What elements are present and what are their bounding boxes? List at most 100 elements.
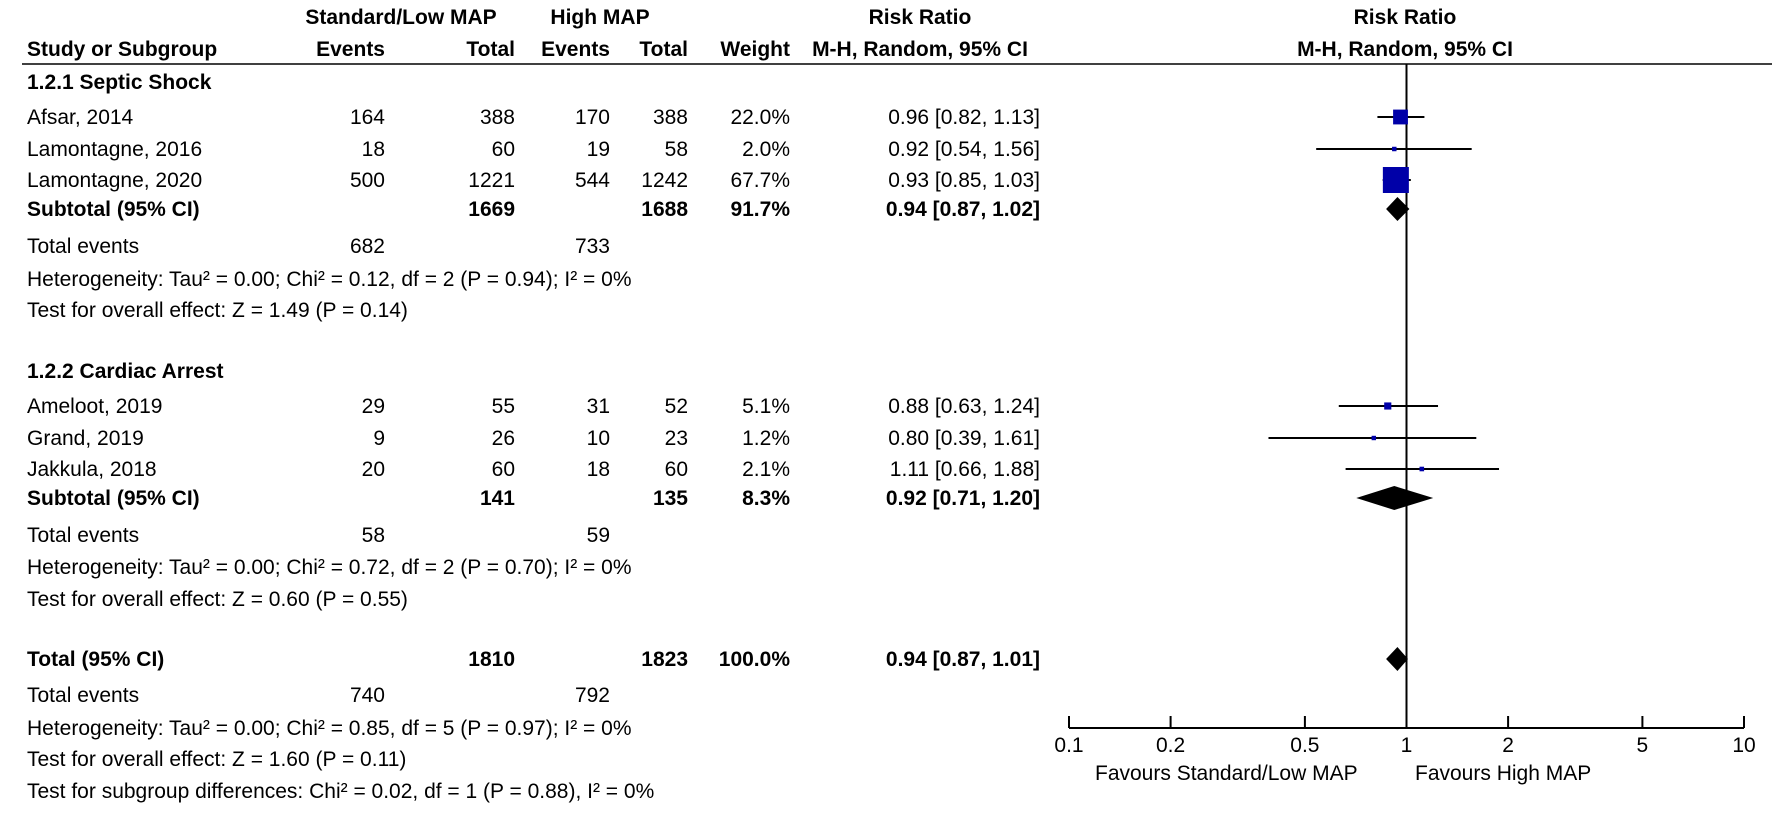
subgroup-differences-text: Test for subgroup differences: Chi² = 0.… — [27, 780, 655, 803]
ci-cell: 0.96 [0.82, 1.13] — [888, 106, 1040, 129]
method-header: M-H, Random, 95% CI — [812, 38, 1028, 61]
total1-cell: 1810 — [468, 648, 515, 671]
subtotal-label: Subtotal (95% CI) — [27, 487, 200, 510]
total2-cell: 23 — [664, 427, 688, 450]
events2-cell: 31 — [586, 395, 610, 418]
weight-cell: 8.3% — [742, 487, 790, 510]
method-plot-header: M-H, Random, 95% CI — [1297, 38, 1513, 61]
overall-effect-text: Test for overall effect: Z = 0.60 (P = 0… — [27, 588, 408, 611]
total1-cell: 1669 — [468, 198, 515, 221]
study-marker — [1393, 109, 1408, 125]
weight-cell: 2.0% — [742, 138, 790, 161]
events2-cell: 18 — [586, 458, 610, 481]
subgroup-title: 1.2.1 Septic Shock — [27, 71, 212, 94]
group2-header: High MAP — [550, 6, 650, 29]
summary-diamond — [1386, 197, 1410, 221]
x-tick-label: 0.1 — [1054, 734, 1083, 757]
total1-header: Total — [466, 38, 515, 61]
study-marker — [1384, 402, 1392, 410]
ci-cell: 0.93 [0.85, 1.03] — [888, 169, 1040, 192]
risk-ratio-plot-header: Risk Ratio — [1353, 6, 1457, 29]
events2-cell: 10 — [586, 427, 610, 450]
study-name: Lamontagne, 2020 — [27, 169, 203, 192]
weight-cell: 2.1% — [742, 458, 790, 481]
events1-cell: 18 — [361, 138, 385, 161]
risk-ratio-column-header: Risk Ratio — [868, 6, 972, 29]
events2-cell: 544 — [574, 169, 610, 192]
summary-diamond — [1356, 486, 1434, 510]
study-column-header: Study or Subgroup — [27, 38, 218, 61]
events2-cell: 792 — [574, 684, 610, 707]
x-tick-label: 5 — [1637, 734, 1649, 757]
study-marker — [1382, 167, 1409, 193]
study-marker — [1419, 466, 1425, 472]
ci-cell: 0.92 [0.71, 1.20] — [885, 487, 1040, 510]
total2-cell: 58 — [664, 138, 688, 161]
overall-label: Total (95% CI) — [27, 648, 165, 671]
total2-cell: 1242 — [641, 169, 688, 192]
x-tick-label: 10 — [1732, 734, 1755, 757]
ci-cell: 0.94 [0.87, 1.02] — [885, 198, 1040, 221]
x-tick-label: 0.2 — [1156, 734, 1185, 757]
total2-cell: 388 — [652, 106, 688, 129]
favours-left-label: Favours Standard/Low MAP — [1095, 762, 1358, 785]
total1-cell: 1221 — [468, 169, 515, 192]
total2-cell: 135 — [652, 487, 688, 510]
weight-cell: 100.0% — [718, 648, 790, 671]
heterogeneity-text: Heterogeneity: Tau² = 0.00; Chi² = 0.72,… — [27, 556, 632, 579]
total1-cell: 26 — [491, 427, 515, 450]
summary-diamond — [1386, 647, 1408, 671]
study-name: Ameloot, 2019 — [27, 395, 163, 418]
ci-cell: 0.94 [0.87, 1.01] — [885, 648, 1040, 671]
weight-cell: 67.7% — [730, 169, 790, 192]
total1-cell: 141 — [479, 487, 515, 510]
total-events-label: Total events — [27, 235, 140, 258]
total-events-label: Total events — [27, 524, 140, 547]
events1-cell: 740 — [349, 684, 385, 707]
events2-cell: 59 — [586, 524, 610, 547]
events1-cell: 500 — [349, 169, 385, 192]
events1-cell: 58 — [361, 524, 385, 547]
x-tick-label: 1 — [1401, 734, 1413, 757]
events1-header: Events — [316, 38, 385, 61]
events2-cell: 733 — [574, 235, 610, 258]
weight-cell: 5.1% — [742, 395, 790, 418]
x-tick-label: 0.5 — [1290, 734, 1319, 757]
events2-cell: 19 — [586, 138, 610, 161]
total1-cell: 55 — [491, 395, 515, 418]
events1-cell: 164 — [349, 106, 385, 129]
total1-cell: 60 — [491, 138, 515, 161]
total1-cell: 388 — [479, 106, 515, 129]
study-marker — [1371, 435, 1376, 441]
weight-header: Weight — [720, 38, 790, 61]
heterogeneity-text: Heterogeneity: Tau² = 0.00; Chi² = 0.85,… — [27, 717, 632, 740]
total-events-label: Total events — [27, 684, 140, 707]
events1-cell: 29 — [361, 395, 385, 418]
overall-effect-text: Test for overall effect: Z = 1.49 (P = 0… — [27, 299, 408, 322]
total1-cell: 60 — [491, 458, 515, 481]
ci-cell: 0.92 [0.54, 1.56] — [888, 138, 1040, 161]
favours-right-label: Favours High MAP — [1415, 762, 1592, 785]
study-name: Grand, 2019 — [27, 427, 144, 450]
events1-cell: 20 — [361, 458, 385, 481]
total2-cell: 1823 — [641, 648, 688, 671]
study-name: Lamontagne, 2016 — [27, 138, 203, 161]
subgroup-title: 1.2.2 Cardiac Arrest — [27, 360, 224, 383]
events1-cell: 682 — [349, 235, 385, 258]
total2-header: Total — [639, 38, 688, 61]
ci-cell: 0.80 [0.39, 1.61] — [888, 427, 1040, 450]
overall-effect-text: Test for overall effect: Z = 1.60 (P = 0… — [27, 748, 407, 771]
weight-cell: 91.7% — [730, 198, 790, 221]
group1-header: Standard/Low MAP — [305, 6, 497, 29]
ci-cell: 1.11 [0.66, 1.88] — [889, 458, 1040, 481]
weight-cell: 1.2% — [742, 427, 790, 450]
total2-cell: 52 — [664, 395, 688, 418]
study-name: Afsar, 2014 — [27, 106, 134, 129]
weight-cell: 22.0% — [730, 106, 790, 129]
subtotal-label: Subtotal (95% CI) — [27, 198, 200, 221]
study-marker — [1392, 146, 1397, 152]
ci-cell: 0.88 [0.63, 1.24] — [888, 395, 1040, 418]
heterogeneity-text: Heterogeneity: Tau² = 0.00; Chi² = 0.12,… — [27, 268, 632, 291]
events1-cell: 9 — [373, 427, 385, 450]
